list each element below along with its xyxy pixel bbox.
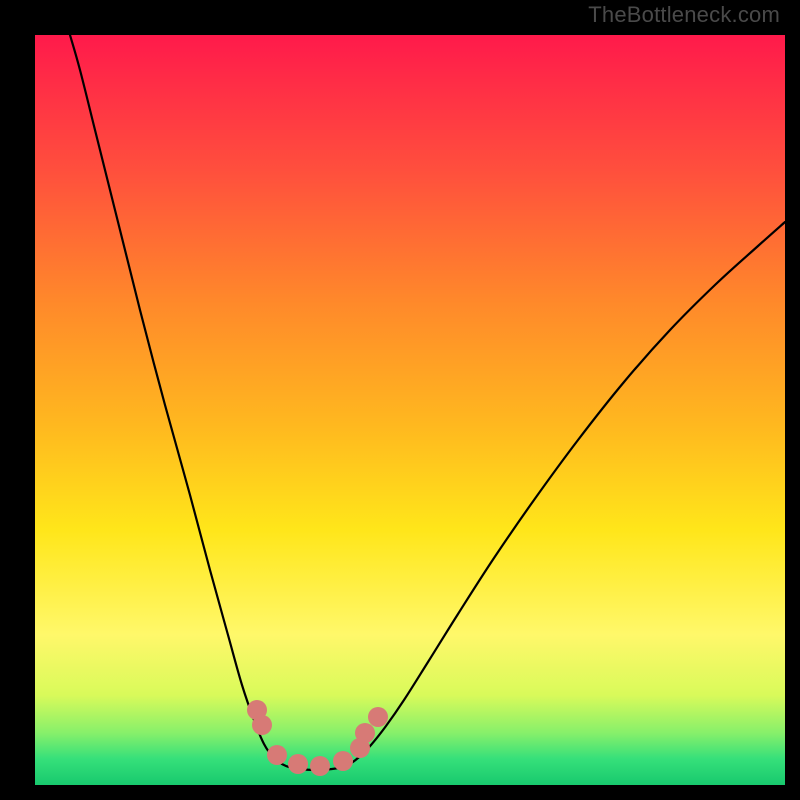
valley-marker	[267, 745, 287, 765]
plot-svg	[0, 0, 800, 800]
valley-marker	[355, 723, 375, 743]
watermark-text: TheBottleneck.com	[588, 2, 780, 28]
chart-frame: TheBottleneck.com	[0, 0, 800, 800]
valley-marker	[310, 756, 330, 776]
gradient-background	[35, 35, 785, 785]
valley-marker	[252, 715, 272, 735]
valley-marker	[288, 754, 308, 774]
valley-marker	[368, 707, 388, 727]
valley-marker	[333, 751, 353, 771]
plot-area	[35, 35, 785, 785]
